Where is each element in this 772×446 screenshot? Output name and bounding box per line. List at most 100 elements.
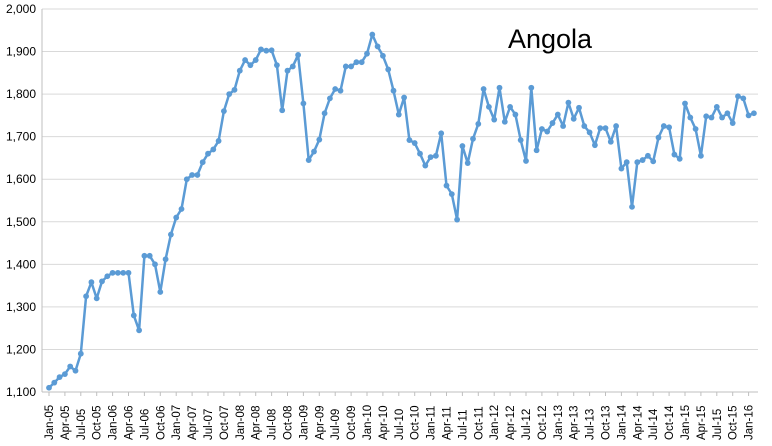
data-point (597, 125, 604, 132)
data-point (464, 160, 471, 166)
x-tick-label: Oct-06 (155, 405, 167, 440)
data-point (512, 111, 519, 118)
x-tick-label: Jul-15 (712, 409, 724, 440)
data-point (560, 123, 566, 129)
data-point (162, 256, 169, 263)
data-point (210, 146, 217, 153)
x-tick-label: Jan-13 (553, 405, 565, 440)
data-point (199, 159, 206, 166)
x-tick-label: Apr-13 (569, 405, 581, 440)
data-point (655, 134, 662, 141)
data-point (708, 114, 715, 121)
data-point (507, 103, 513, 110)
x-tick-label: Jul-13 (585, 409, 597, 440)
data-point (183, 176, 190, 183)
x-tick-label: Jan-08 (235, 405, 247, 440)
data-point (115, 269, 121, 276)
data-point (517, 137, 524, 143)
x-tick-label: Apr-05 (60, 405, 72, 440)
x-tick-label: Jul-09 (330, 409, 342, 440)
x-tick-label: Oct-13 (601, 405, 613, 440)
x-tick-label: Jul-14 (648, 408, 660, 440)
data-point (104, 273, 111, 280)
y-tick-label: 1,100 (6, 385, 36, 399)
y-axis-ticks: 1,100 1,200 1,300 1,400 1,500 1,600 1,700 1,800… (6, 2, 36, 399)
data-point (385, 66, 392, 73)
data-point (422, 162, 429, 169)
data-point (427, 154, 434, 160)
y-tick-label: 1,500 (6, 215, 36, 229)
data-point (380, 52, 386, 59)
data-point (570, 115, 577, 122)
data-point (501, 118, 508, 125)
data-point (528, 84, 535, 91)
data-point (247, 62, 254, 69)
x-tick-label: Oct-15 (728, 405, 740, 440)
data-point (321, 110, 328, 117)
x-tick-label: Apr-10 (378, 405, 390, 440)
data-point (491, 116, 498, 123)
data-point (374, 43, 381, 50)
data-point (475, 121, 482, 127)
data-point (687, 114, 694, 121)
x-tick-label: Jan-05 (44, 405, 56, 440)
data-point (258, 46, 264, 53)
data-point (51, 379, 58, 386)
data-point (549, 120, 556, 126)
data-point (263, 47, 270, 54)
data-point (348, 63, 354, 70)
x-tick-label: Jul-12 (521, 409, 533, 440)
data-point (544, 128, 551, 135)
data-point (682, 100, 688, 107)
data-point (77, 350, 84, 357)
data-point (252, 57, 259, 63)
y-tick-label: 1,800 (6, 87, 36, 101)
data-point (745, 112, 752, 119)
series-line (48, 33, 755, 389)
data-point (735, 93, 741, 100)
data-point (274, 62, 280, 69)
data-point (729, 120, 736, 126)
data-point (178, 206, 185, 212)
data-point (88, 279, 95, 286)
data-point (592, 142, 598, 149)
x-axis-ticks: Jan-05 Apr-05 Jul-05 Oct-05 Jan-06 Apr-06 Jul-… (44, 404, 756, 440)
data-point (692, 126, 699, 132)
data-point (443, 182, 450, 189)
data-point (67, 363, 74, 370)
data-point (433, 152, 439, 159)
data-point (719, 114, 725, 121)
x-tick-label: Oct-09 (346, 405, 358, 440)
data-point (369, 31, 376, 38)
data-point (311, 148, 317, 155)
data-point (72, 367, 79, 374)
x-tick-label: Apr-11 (442, 406, 454, 440)
y-tick-label: 1,200 (6, 342, 36, 356)
data-point (93, 295, 100, 302)
data-point (215, 138, 222, 144)
x-tick-label: Oct-12 (537, 405, 549, 440)
data-point (724, 110, 731, 117)
data-point (284, 67, 291, 74)
y-tick-label: 1,400 (6, 257, 36, 271)
data-point (411, 140, 418, 146)
data-point (539, 126, 545, 132)
y-tick-label: 2,000 (6, 2, 36, 16)
x-tick-label: Jan-07 (171, 405, 183, 440)
data-point (168, 231, 174, 238)
data-point (268, 47, 275, 54)
data-point (703, 113, 710, 120)
data-point (152, 261, 158, 268)
data-point (46, 384, 52, 391)
x-tick-label: Apr-06 (124, 405, 136, 440)
data-point (459, 143, 466, 149)
data-point (305, 157, 312, 163)
data-point (676, 155, 683, 162)
data-point (395, 111, 402, 118)
data-point (130, 312, 137, 319)
data-point (486, 103, 492, 110)
series-angola (46, 31, 757, 391)
data-point (300, 100, 307, 107)
x-tick-label: Jul-11 (457, 410, 469, 440)
x-tick-label: Oct-08 (283, 405, 295, 440)
